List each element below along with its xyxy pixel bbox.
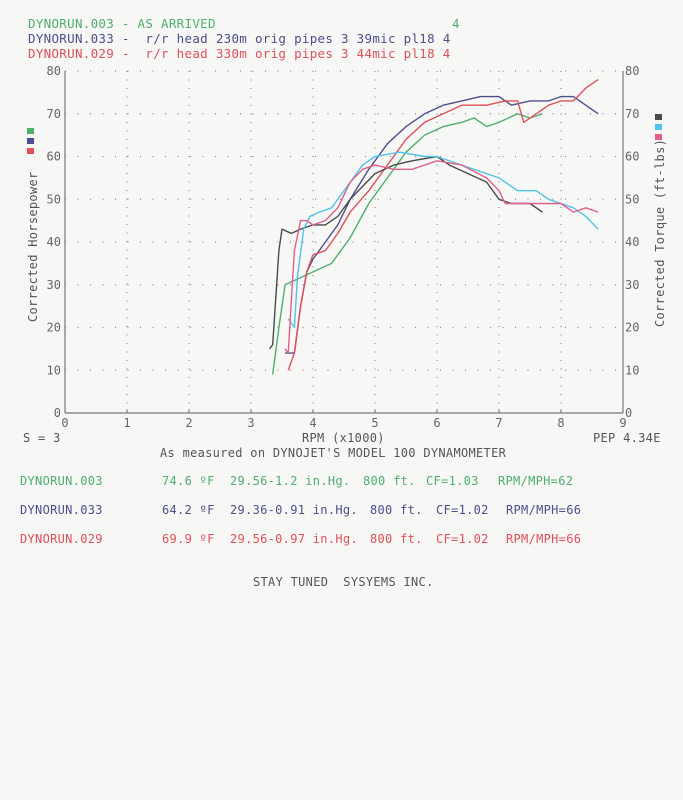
- x-tick-label: 5: [371, 416, 378, 430]
- run-title-003-suffix: 4: [452, 16, 460, 31]
- x-tick-label: 3: [247, 416, 254, 430]
- cond-baro-033: 29.36-0.91 in.Hg.: [230, 503, 358, 517]
- series-line: [284, 160, 599, 354]
- measured-note: As measured on DYNOJET'S MODEL 100 DYNAM…: [160, 446, 507, 460]
- cond-ratio-033: RPM/MPH=66: [506, 503, 582, 517]
- y-tick-label-right: 80: [625, 64, 639, 78]
- cond-temp-033: 64.2 ºF: [162, 503, 215, 517]
- cond-run-033: DYNORUN.033: [20, 503, 103, 517]
- run-title-003: DYNORUN.003 - AS ARRIVED: [28, 16, 216, 31]
- x-tick-label: 8: [557, 416, 564, 430]
- cond-cf-003: CF=1.03: [426, 474, 479, 488]
- y-tick-label-right: 0: [625, 406, 632, 420]
- y-tick-label-right: 50: [625, 192, 639, 206]
- y-tick-label-left: 70: [47, 107, 61, 121]
- y-axis-label-left: Corrected Horsepower: [26, 171, 40, 323]
- cond-ratio-029: RPM/MPH=66: [506, 532, 582, 546]
- series-line: [287, 151, 599, 329]
- cond-run-003: DYNORUN.003: [20, 474, 103, 488]
- version-label: PEP 4.34E: [593, 431, 661, 445]
- y-tick-label-left: 0: [54, 406, 61, 420]
- cond-ratio-003: RPM/MPH=62: [498, 474, 574, 488]
- cond-cf-029: CF=1.02: [436, 532, 489, 546]
- y-tick-label-left: 10: [47, 363, 61, 377]
- x-tick-label: 2: [185, 416, 192, 430]
- x-tick-label: 4: [309, 416, 316, 430]
- company-name: STAY TUNED SYSYEMS INC.: [253, 575, 434, 589]
- legend-swatch-033-hp: [27, 138, 34, 144]
- x-axis-label: RPM (x1000): [302, 431, 385, 445]
- y-tick-label-right: 70: [625, 107, 639, 121]
- y-tick-label-right: 30: [625, 278, 639, 292]
- y-tick-label-left: 60: [47, 150, 61, 164]
- x-tick-label: 1: [123, 416, 130, 430]
- series-line: [287, 79, 599, 371]
- y-tick-label-left: 50: [47, 192, 61, 206]
- series-line: [269, 155, 543, 350]
- y-tick-label-right: 10: [625, 363, 639, 377]
- series-line: [285, 95, 599, 354]
- series-line: [272, 113, 543, 375]
- cond-alt-003: 800 ft.: [363, 474, 416, 488]
- y-tick-label-left: 30: [47, 278, 61, 292]
- legend-swatch-003-hp: [27, 128, 34, 134]
- y-tick-label-left: 80: [47, 64, 61, 78]
- run-title-033: DYNORUN.033 - r/r head 230m orig pipes 3…: [28, 31, 451, 46]
- y-tick-label-left: 40: [47, 235, 61, 249]
- x-tick-label: 0: [61, 416, 68, 430]
- cond-baro-029: 29.56-0.97 in.Hg.: [230, 532, 358, 546]
- cond-cf-033: CF=1.02: [436, 503, 489, 517]
- cond-baro-003: 29.56-1.2 in.Hg.: [230, 474, 351, 488]
- cond-run-029: DYNORUN.029: [20, 532, 103, 546]
- legend-swatch-033-tq: [655, 124, 662, 130]
- y-tick-label-left: 20: [47, 321, 61, 335]
- cond-temp-029: 69.9 ºF: [162, 532, 215, 546]
- cond-temp-003: 74.6 ºF: [162, 474, 215, 488]
- x-tick-label: 6: [433, 416, 440, 430]
- x-tick-label: 7: [495, 416, 502, 430]
- cond-alt-029: 800 ft.: [370, 532, 423, 546]
- legend-swatch-029-tq: [655, 134, 662, 140]
- legend-swatch-029-hp: [27, 148, 34, 154]
- y-tick-label-right: 60: [625, 150, 639, 164]
- y-tick-label-right: 40: [625, 235, 639, 249]
- run-title-029: DYNORUN.029 - r/r head 330m orig pipes 3…: [28, 46, 451, 61]
- y-tick-label-right: 20: [625, 321, 639, 335]
- smoothing-label: S = 3: [23, 431, 61, 445]
- legend-swatch-003-tq: [655, 114, 662, 120]
- y-axis-label-right: Corrected Torque (ft-lbs): [653, 138, 667, 327]
- x-tick-label: 9: [619, 416, 626, 430]
- cond-alt-033: 800 ft.: [370, 503, 423, 517]
